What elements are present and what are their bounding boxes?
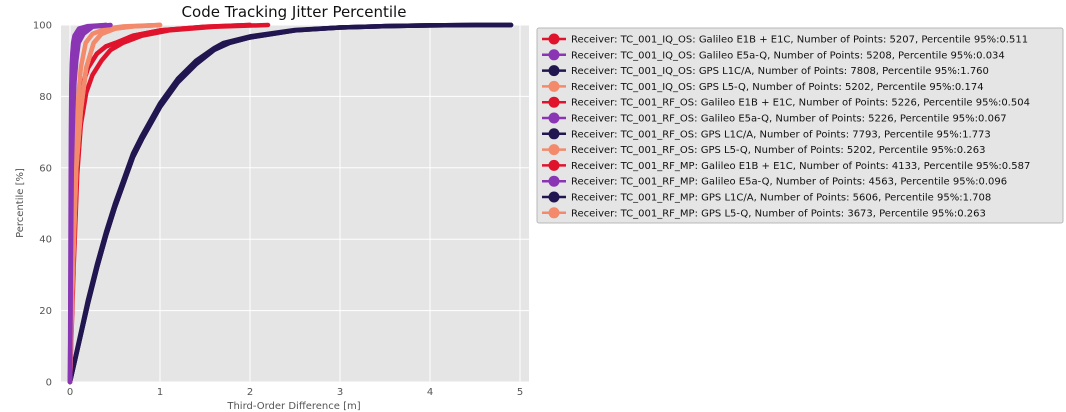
legend-marker xyxy=(548,175,560,187)
legend: Receiver: TC_001_IQ_OS: Galileo E1B + E1… xyxy=(536,27,1064,224)
legend-marker xyxy=(548,207,560,219)
series-line-11 xyxy=(67,22,514,385)
x-tick-label: 5 xyxy=(517,387,523,398)
legend-marker xyxy=(548,128,560,140)
legend-marker xyxy=(548,191,560,203)
legend-entry-label: Receiver: TC_001_IQ_OS: Galileo E5a-Q, N… xyxy=(571,50,1005,61)
x-axis-label: Third-Order Difference [m] xyxy=(226,401,360,412)
legend-entry-label: Receiver: TC_001_IQ_OS: GPS L5-Q, Number… xyxy=(571,82,984,93)
legend-entry-label: Receiver: TC_001_RF_OS: Galileo E5a-Q, N… xyxy=(571,114,1007,125)
series-line-10 xyxy=(67,22,113,385)
legend-marker xyxy=(548,49,560,61)
chart-title: Code Tracking Jitter Percentile xyxy=(182,3,407,21)
legend-marker xyxy=(548,144,560,156)
y-tick-label: 60 xyxy=(39,163,52,174)
legend-entry-label: Receiver: TC_001_RF_MP: Galileo E5a-Q, N… xyxy=(571,177,1007,188)
legend-marker xyxy=(548,65,560,77)
y-tick-label: 80 xyxy=(39,92,52,103)
y-tick-label: 20 xyxy=(39,306,52,317)
x-tick-label: 2 xyxy=(247,387,253,398)
series-layer xyxy=(67,22,514,385)
legend-entry-label: Receiver: TC_001_RF_MP: GPS L1C/A, Numbe… xyxy=(571,193,991,204)
y-tick-label: 0 xyxy=(46,378,52,389)
x-tick-label: 4 xyxy=(427,387,433,398)
y-axis-label: Percentile [%] xyxy=(15,168,26,238)
legend-marker xyxy=(548,33,560,45)
tick-labels: 0 1 2 3 4 5 0 20 40 60 80 100 xyxy=(33,21,523,399)
x-tick-label: 1 xyxy=(157,387,163,398)
legend-entry-label: Receiver: TC_001_IQ_OS: GPS L1C/A, Numbe… xyxy=(571,66,989,77)
legend-entry-label: Receiver: TC_001_IQ_OS: Galileo E1B + E1… xyxy=(571,35,1028,46)
legend-entry-label: Receiver: TC_001_RF_OS: GPS L1C/A, Numbe… xyxy=(571,129,991,140)
legend-entry-label: Receiver: TC_001_RF_OS: Galileo E1B + E1… xyxy=(571,98,1030,109)
series-line-12 xyxy=(67,22,163,385)
legend-marker xyxy=(548,80,560,92)
legend-entry-label: Receiver: TC_001_RF_MP: GPS L5-Q, Number… xyxy=(571,208,986,219)
legend-entry-label: Receiver: TC_001_RF_OS: GPS L5-Q, Number… xyxy=(571,145,985,156)
x-tick-label: 0 xyxy=(67,387,73,398)
x-tick-label: 3 xyxy=(337,387,343,398)
y-tick-label: 40 xyxy=(39,235,52,246)
legend-entry-label: Receiver: TC_001_RF_MP: Galileo E1B + E1… xyxy=(571,161,1030,172)
y-tick-label: 100 xyxy=(33,21,52,32)
legend-marker xyxy=(548,96,560,108)
legend-marker xyxy=(548,159,560,171)
plot-area-background xyxy=(61,25,529,382)
legend-frame xyxy=(536,27,1064,224)
legend-marker xyxy=(548,112,560,124)
